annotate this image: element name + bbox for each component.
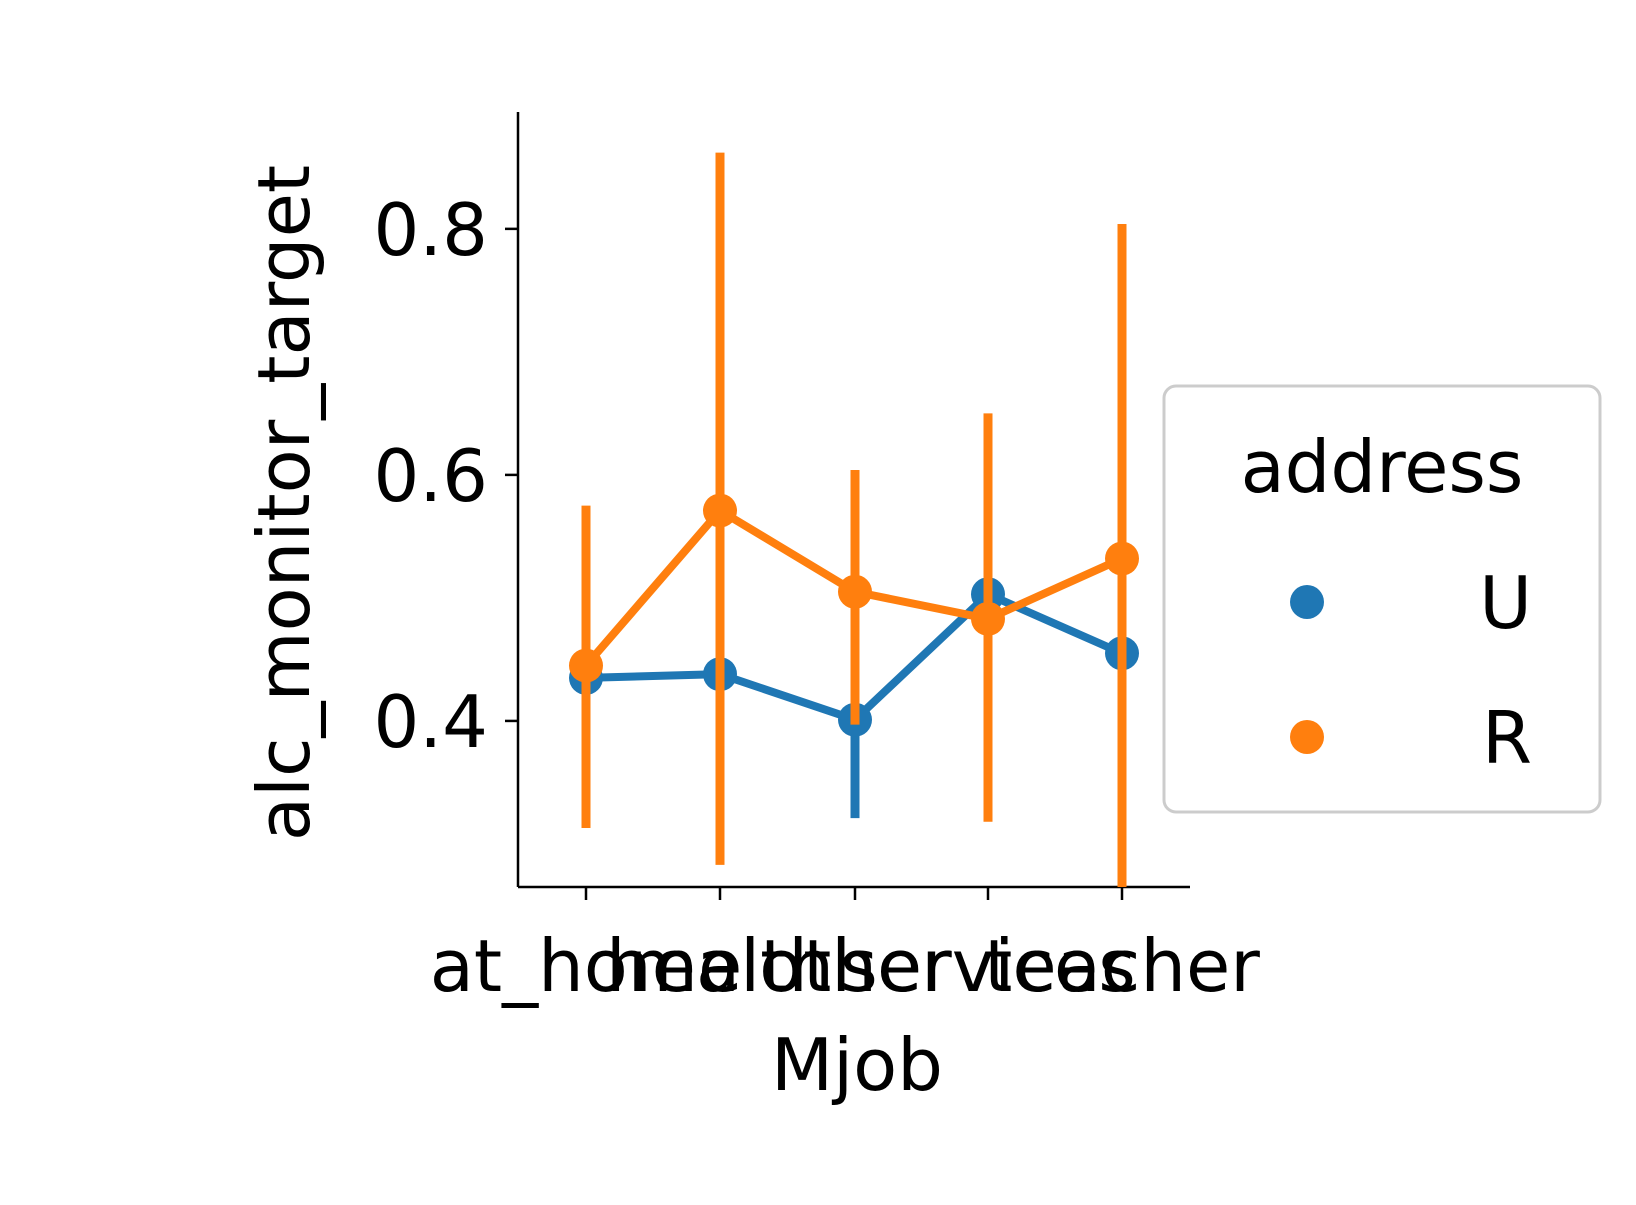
- data-point: [838, 574, 872, 609]
- x-tick-label: services: [840, 924, 1135, 1008]
- y-axis-label: alc_monitor_target: [242, 165, 326, 841]
- legend-title: address: [1241, 425, 1524, 509]
- x-tick-label: teacher: [984, 924, 1260, 1008]
- data-point: [971, 601, 1005, 636]
- y-tick-label: 0.8: [373, 188, 488, 272]
- legend-marker-R: [1290, 720, 1324, 754]
- x-tick-label: health: [606, 924, 834, 1008]
- legend-marker-U: [1290, 585, 1324, 619]
- y-tick-label: 0.4: [373, 680, 488, 764]
- legend: address UR: [1162, 384, 1602, 814]
- data-point: [703, 493, 737, 528]
- series-layer: [569, 152, 1139, 887]
- series-R: [569, 152, 1139, 887]
- data-point: [569, 648, 603, 683]
- x-tick-label: other: [759, 924, 951, 1008]
- legend-label-U: U: [1479, 561, 1532, 645]
- axes-layer: 0.4 0.6 0.8 at_homehealthotherservicesteach…: [373, 112, 1260, 1008]
- x-axis-label: Mjob: [771, 1023, 943, 1107]
- y-tick-label: 0.6: [373, 434, 488, 518]
- legend-frame: [1162, 384, 1602, 814]
- data-point: [1105, 541, 1139, 576]
- x-tick-label: at_home: [430, 924, 742, 1008]
- legend-label-R: R: [1482, 696, 1532, 780]
